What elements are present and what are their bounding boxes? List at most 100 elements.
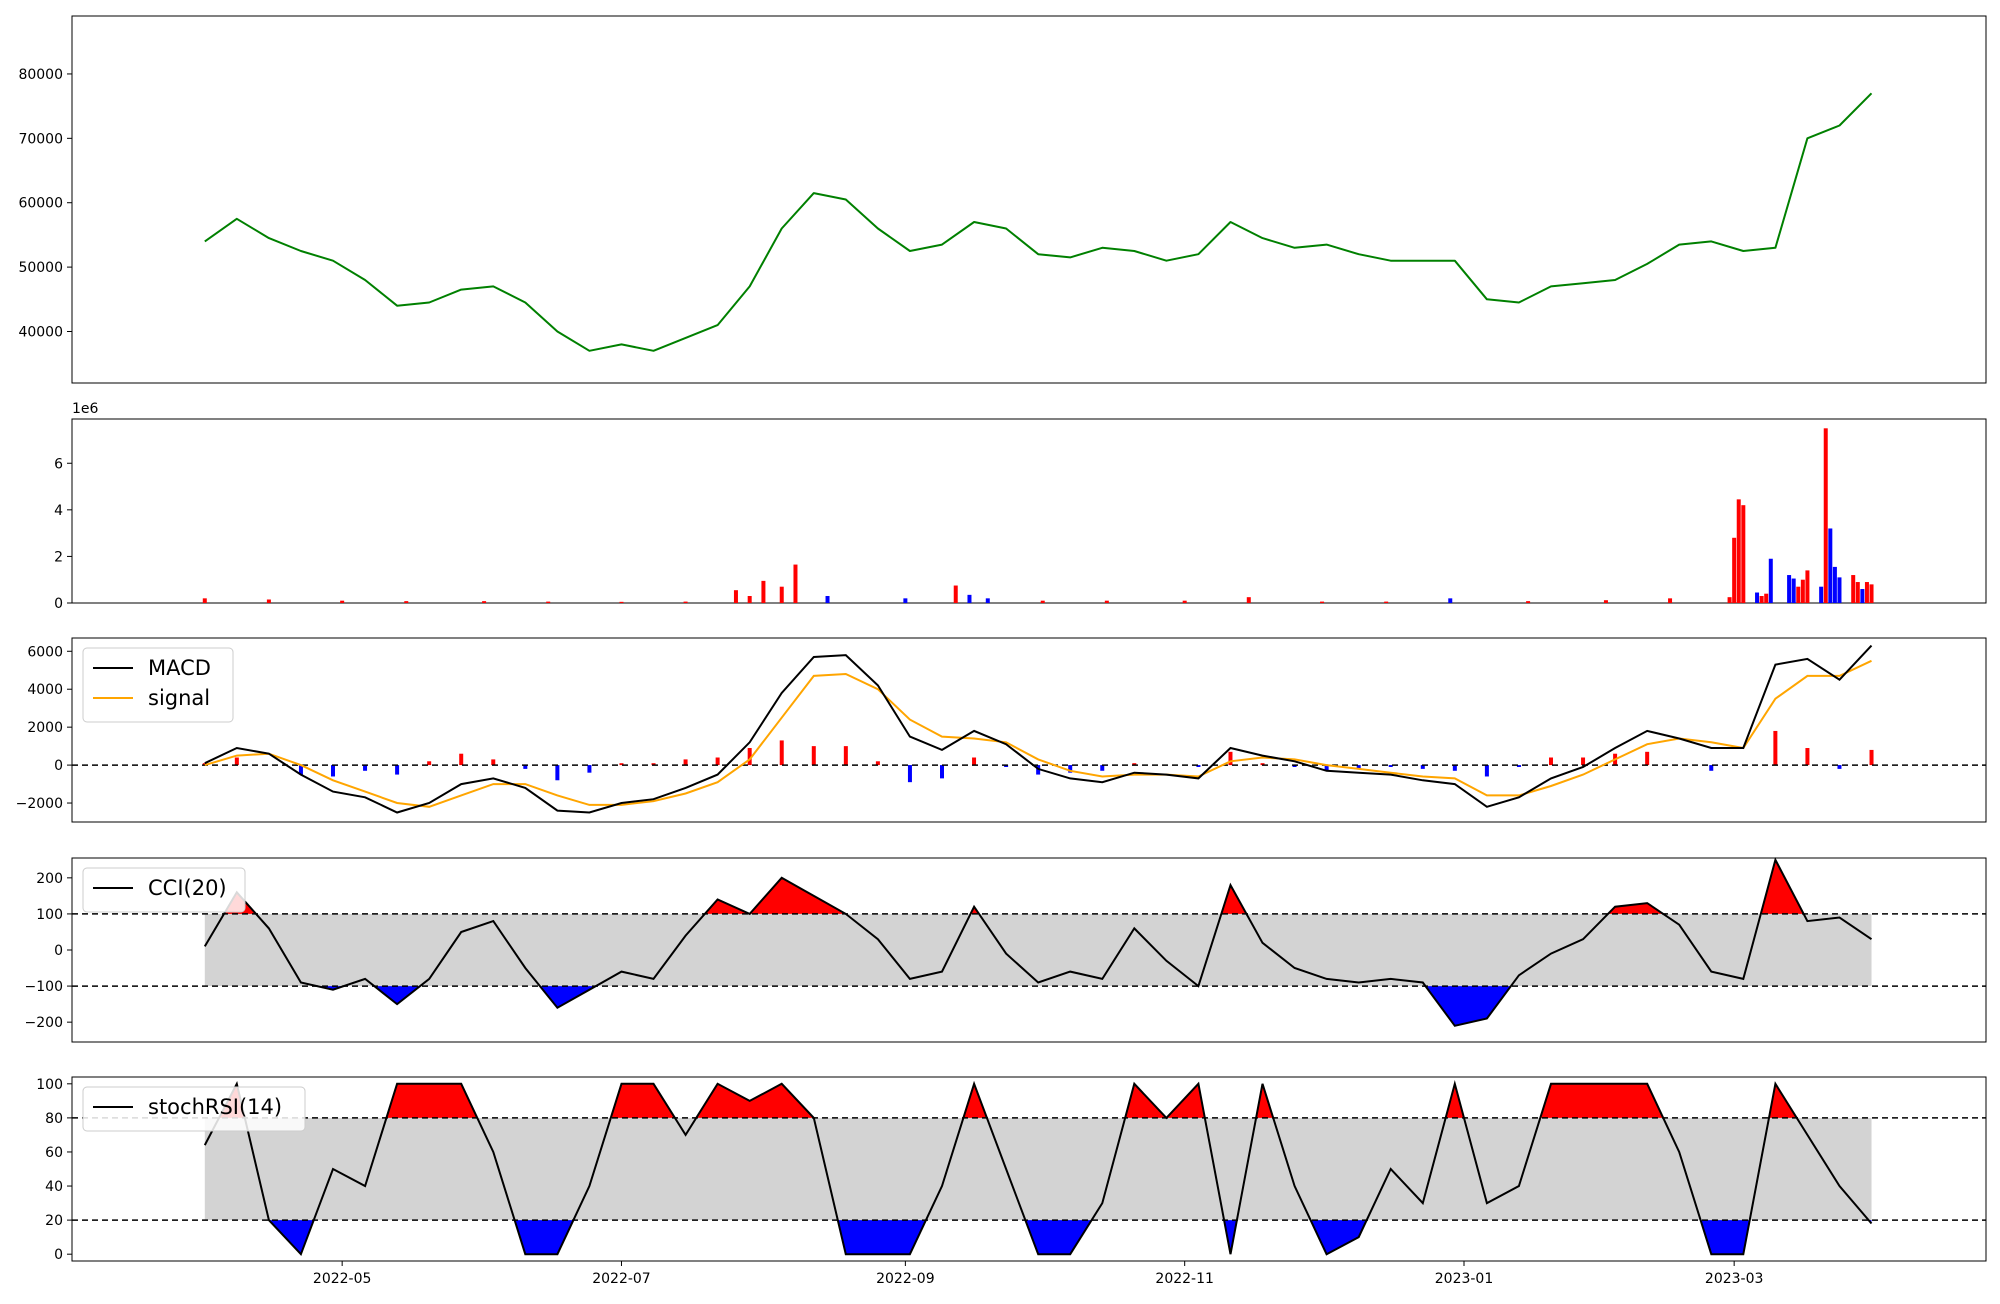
volume-bar (1448, 598, 1453, 603)
volume-bar (1791, 578, 1796, 603)
volume-bar (1182, 600, 1187, 603)
macd-histogram-bar (1228, 751, 1233, 766)
overbought-fill (1221, 885, 1247, 914)
volume-bar (340, 600, 345, 603)
volume-bar (546, 601, 551, 603)
oversold-fill (1310, 1220, 1367, 1255)
macd-histogram-bar (875, 761, 880, 766)
macd-histogram-bar (683, 759, 688, 766)
oversold-fill (1425, 986, 1511, 1026)
volume-bar (793, 564, 798, 603)
volume-bar (1732, 537, 1737, 603)
macd-histogram-bar (1196, 765, 1201, 767)
macd-histogram-bar (298, 765, 303, 775)
volume-bar (1855, 582, 1860, 603)
macd-histogram-bar (555, 765, 560, 781)
volume-bar (1526, 601, 1531, 603)
legend-label: MACD (148, 656, 211, 680)
overbought-fill (386, 1083, 478, 1118)
overbought-fill (1166, 1083, 1205, 1118)
macd-histogram-bar (1260, 763, 1265, 766)
macd-histogram-bar (1773, 730, 1778, 766)
volume-bar (1764, 593, 1769, 603)
volume-panel: 0 2 4 6 1e6 (54, 401, 1987, 612)
y-tick-label: 2000 (27, 720, 63, 736)
x-tick-label: 2023-01 (1435, 1271, 1494, 1287)
macd-histogram-bar (395, 765, 400, 775)
price-plot-frame (71, 15, 1987, 384)
y-tick-label: 0 (54, 596, 63, 612)
y-tick-label: 100 (36, 1077, 63, 1093)
macd-histogram-bar (331, 765, 335, 777)
macd-histogram-bar (1292, 765, 1297, 767)
y-tick-label: −2000 (16, 796, 63, 812)
volume-bar (404, 601, 409, 603)
oversold-fill (268, 1220, 314, 1255)
overbought-fill (963, 1083, 987, 1118)
macd-plot-frame (71, 637, 1987, 823)
macd-histogram-bar (1452, 765, 1457, 771)
y-tick-label: 70000 (18, 131, 63, 147)
volume-bar (761, 580, 766, 603)
price-line (204, 92, 1873, 352)
macd-histogram-bar (1356, 765, 1361, 769)
volume-bar (1787, 575, 1792, 603)
overbought-fill (1540, 1083, 1664, 1118)
volume-bar (1828, 528, 1833, 603)
volume-bar (1864, 582, 1869, 603)
y-tick-label: 0 (54, 1247, 63, 1263)
x-axis: 2022-05 2022-07 2022-09 2022-11 2023-01 2023-… (313, 1261, 1763, 1287)
macd-histogram-bar (1324, 765, 1329, 771)
volume-bar (733, 590, 738, 603)
volume-plot-frame (71, 418, 1987, 604)
macd-histogram-bar (972, 757, 977, 766)
overbought-fill (696, 1083, 814, 1118)
y-tick-label: 4000 (27, 682, 63, 698)
volume-bar (1736, 499, 1741, 603)
y-tick-label: 0 (54, 943, 63, 959)
legend-box (82, 867, 246, 913)
macd-histogram-bar (459, 753, 464, 766)
volume-bar (953, 585, 958, 603)
y-tick-label: 2 (54, 549, 63, 565)
oversold-fill (837, 1220, 926, 1255)
volume-bar (1800, 579, 1805, 603)
y-tick-label: −100 (25, 979, 63, 995)
volume-bar (1860, 589, 1865, 603)
volume-bar (1246, 597, 1251, 603)
volume-bar (683, 601, 688, 603)
volume-bar (1320, 601, 1325, 603)
volume-bar (1805, 570, 1810, 603)
macd-histogram-bar (491, 759, 496, 766)
macd-histogram-bar (1549, 757, 1553, 766)
volume-bar (825, 596, 830, 603)
stochrsi-line (203, 1079, 1873, 1257)
x-tick-label: 2022-05 (313, 1271, 372, 1287)
volume-bar (1851, 575, 1856, 603)
volume-bar (967, 594, 972, 603)
stochrsi-plot-frame (71, 1076, 1987, 1262)
overbought-fill (1125, 1083, 1167, 1118)
legend-label: stochRSI(14) (148, 1095, 282, 1119)
macd-histogram-bar (651, 763, 656, 766)
oversold-fill (1700, 1220, 1750, 1255)
x-tick-label: 2022-07 (592, 1271, 651, 1287)
y-tick-label: 6000 (27, 644, 63, 660)
y-tick-label: 0 (54, 758, 63, 774)
volume-bar (482, 601, 487, 603)
volume-bar (1727, 597, 1732, 603)
y-tick-label: −200 (25, 1015, 63, 1031)
macd-histogram-bar (523, 765, 528, 769)
stochrsi-panel: 0 20 40 60 80 100 stochRSI(14) (36, 1076, 1987, 1263)
macd-histogram-bar (1516, 765, 1521, 767)
y-tick-label: 40 (45, 1179, 63, 1195)
macd-histogram-bar (1420, 765, 1425, 769)
volume-bar (1768, 558, 1773, 603)
volume-bar (1384, 601, 1389, 603)
y-tick-label: 60 (45, 1145, 63, 1161)
volume-bar (903, 598, 908, 603)
macd-histogram-bar (907, 765, 912, 783)
volume-bar (202, 598, 207, 603)
macd-histogram-bar (1645, 751, 1650, 766)
